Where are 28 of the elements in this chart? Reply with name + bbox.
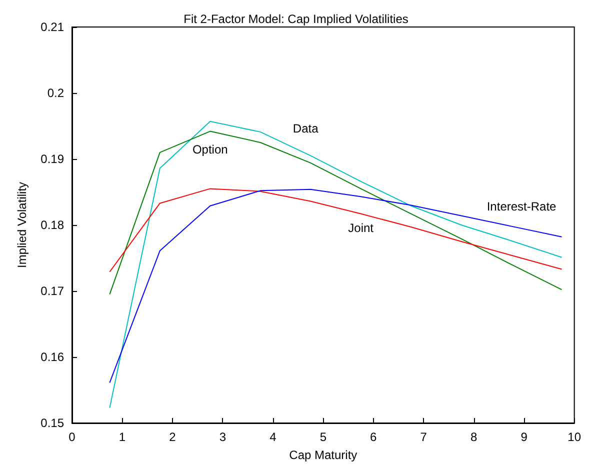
x-tick-label: 1 <box>118 430 126 444</box>
y-tick-label: 0.18 <box>40 218 64 232</box>
y-tick-label: 0.15 <box>40 416 64 430</box>
x-tick-label: 7 <box>420 430 428 444</box>
x-tick-label: 3 <box>219 430 226 444</box>
y-tick-label: 0.21 <box>40 20 64 34</box>
x-tick-label: 4 <box>270 430 277 444</box>
series-label: Option <box>192 142 228 156</box>
series-label: Joint <box>348 220 374 235</box>
line-series <box>109 188 562 272</box>
y-tick-label: 0.2 <box>47 86 64 100</box>
x-tick-label: 5 <box>320 430 327 444</box>
series-label: Interest-Rate <box>486 199 557 214</box>
y-tick-label: 0.16 <box>40 350 64 364</box>
x-tick-label: 9 <box>520 430 528 444</box>
series-label: Data <box>292 122 319 136</box>
chart-title: Fit 2-Factor Model: Cap Implied Volatilities <box>184 12 408 26</box>
line-series <box>109 188 562 384</box>
x-axis-title: Cap Maturity <box>289 448 358 462</box>
y-tick-label: 0.19 <box>40 152 64 166</box>
line-series <box>109 120 562 408</box>
x-tick-label: 2 <box>169 430 176 444</box>
x-tick-label: 6 <box>370 430 378 444</box>
y-axis-title: Implied Volatility <box>15 182 29 268</box>
x-tick-label: 8 <box>470 430 478 444</box>
x-tick-label: 10 <box>568 430 582 444</box>
y-tick-label: 0.17 <box>40 284 64 298</box>
x-tick-label: 0 <box>68 430 76 444</box>
